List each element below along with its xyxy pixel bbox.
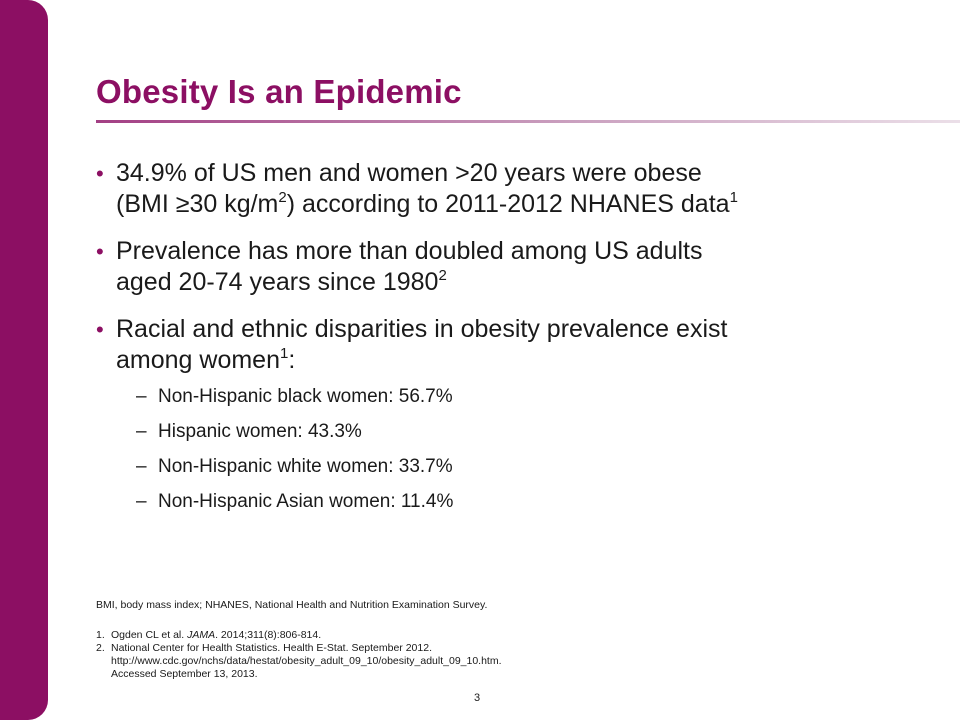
bullet-text: Prevalence has more than doubled among U…	[116, 237, 703, 265]
left-accent-bar	[0, 0, 48, 720]
sub-bullet-text: Non-Hispanic Asian women: 11.4%	[158, 491, 454, 512]
sub-bullet-item: – Non-Hispanic white women: 33.7%	[136, 456, 836, 491]
bullet-text: among women	[116, 346, 280, 374]
sub-bullet-text: Hispanic women: 43.3%	[158, 421, 362, 442]
bullet-text: aged 20-74 years since 1980	[116, 268, 439, 296]
reference-number: 1.	[96, 629, 105, 641]
references-list: 1. Ogden CL et al. JAMA. 2014;311(8):806…	[96, 629, 796, 681]
dash-marker: –	[136, 386, 147, 407]
bullet-text: ) according to 2011-2012 NHANES data	[286, 190, 730, 218]
sub-bullet-item: – Non-Hispanic Asian women: 11.4%	[136, 491, 836, 526]
reference-superscript: 2	[438, 267, 447, 284]
page-number: 3	[474, 692, 481, 704]
bullet-text: Racial and ethnic disparities in obesity…	[116, 315, 728, 343]
reference-superscript: 1	[279, 345, 289, 362]
sub-bullet-item: – Hispanic women: 43.3%	[136, 421, 836, 456]
journal-name: JAMA	[187, 629, 216, 641]
bullet-dot: •	[96, 317, 104, 342]
bullet-line: 34.9% of US men and women >20 years were…	[116, 158, 856, 189]
bullet-item: • 34.9% of US men and women >20 years we…	[96, 158, 856, 220]
bullet-item: • Prevalence has more than doubled among…	[96, 236, 856, 298]
bullet-item: • Racial and ethnic disparities in obesi…	[96, 314, 856, 376]
reference-number: 2.	[96, 642, 105, 654]
reference-text: . 2014;311(8):806-814.	[215, 629, 322, 641]
dash-marker: –	[136, 456, 147, 477]
reference-text: National Center for Health Statistics. H…	[111, 642, 432, 654]
reference-text: Accessed September 13, 2013.	[111, 668, 258, 680]
sub-bullet-item: – Non-Hispanic black women: 56.7%	[136, 386, 836, 421]
superscript: 2	[278, 189, 287, 206]
bullet-text: (BMI ≥30 kg/m	[116, 190, 279, 218]
bullet-line: Prevalence has more than doubled among U…	[116, 236, 856, 267]
sub-bullet-list: – Non-Hispanic black women: 56.7% – Hispan…	[136, 386, 836, 526]
reference-text: Ogden CL et al.	[111, 629, 188, 641]
bullet-line: aged 20-74 years since 19802	[116, 267, 856, 298]
bullet-text: 34.9% of US men and women >20 years were…	[116, 159, 702, 187]
dash-marker: –	[136, 491, 147, 512]
sub-bullet-text: Non-Hispanic white women: 33.7%	[158, 456, 453, 477]
sub-bullet-text: Non-Hispanic black women: 56.7%	[158, 386, 453, 407]
bullet-dot: •	[96, 239, 104, 264]
bullet-dot: •	[96, 161, 104, 186]
title-divider	[96, 120, 960, 123]
bullet-line: among women1:	[116, 345, 856, 376]
reference-url: http://www.cdc.gov/nchs/data/hestat/obes…	[111, 655, 502, 667]
bullet-line: Racial and ethnic disparities in obesity…	[116, 314, 856, 345]
slide-title: Obesity Is an Epidemic	[96, 73, 462, 110]
bullet-text: :	[288, 346, 296, 374]
reference-item: 2. National Center for Health Statistics…	[96, 642, 796, 681]
bullet-list: • 34.9% of US men and women >20 years we…	[96, 158, 856, 392]
bullet-line: (BMI ≥30 kg/m2) according to 2011-2012 N…	[116, 189, 856, 220]
reference-item: 1. Ogden CL et al. JAMA. 2014;311(8):806…	[96, 629, 796, 642]
abbreviations-footnote: BMI, body mass index; NHANES, National H…	[96, 599, 488, 611]
dash-marker: –	[136, 421, 147, 442]
reference-superscript: 1	[729, 189, 738, 206]
